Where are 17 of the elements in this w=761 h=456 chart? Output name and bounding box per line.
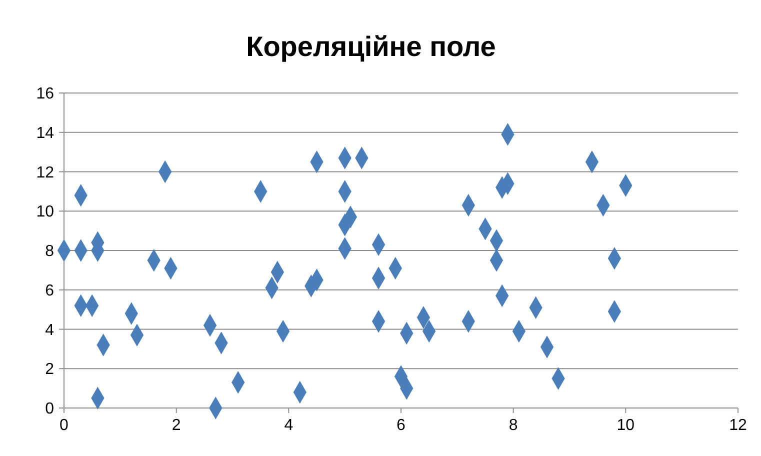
- y-tick-label: 10: [36, 204, 54, 221]
- y-tick-label: 16: [36, 86, 54, 103]
- y-tick-label: 4: [45, 322, 54, 339]
- x-tick-label: 10: [616, 417, 635, 434]
- y-tick-label: 0: [45, 400, 54, 418]
- y-tick-label: 12: [36, 164, 54, 182]
- x-tick-label: 8: [508, 417, 518, 434]
- y-tick-label: 14: [36, 124, 54, 142]
- x-tick-label: 6: [396, 417, 406, 434]
- chart-title: Кореляційне поле: [246, 31, 496, 62]
- y-tick-label: 6: [45, 282, 54, 300]
- y-tick-label: 8: [45, 243, 54, 260]
- y-tick-label: 2: [45, 361, 54, 378]
- x-tick-label: 2: [172, 417, 181, 434]
- x-tick-label: 4: [284, 417, 294, 434]
- x-tick-label: 12: [729, 417, 747, 434]
- x-tick-label: 0: [60, 417, 69, 434]
